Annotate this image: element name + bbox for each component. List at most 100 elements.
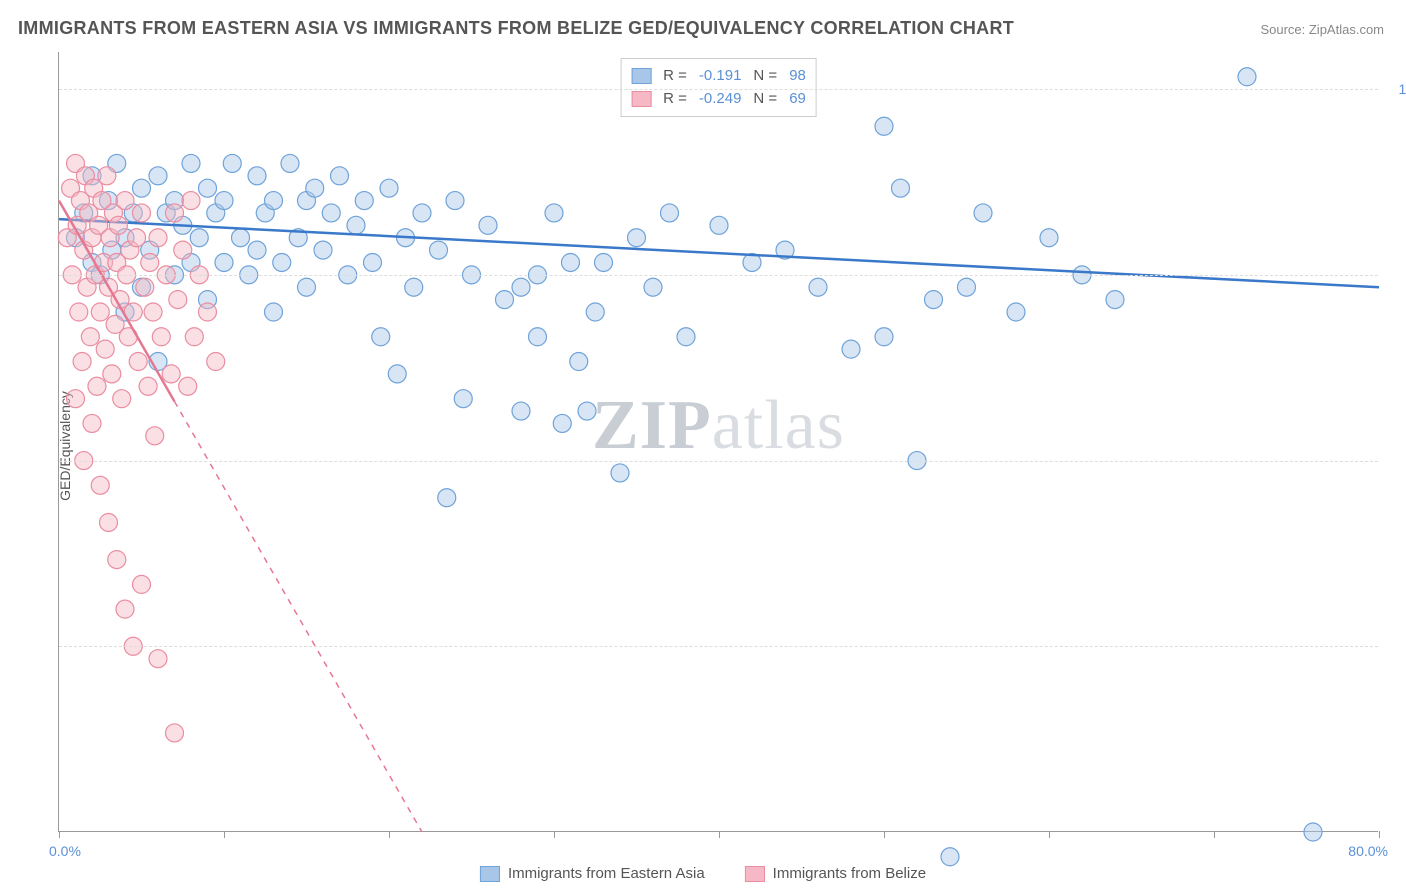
scatter-point [248, 167, 266, 185]
scatter-point [136, 278, 154, 296]
scatter-point [1238, 68, 1256, 86]
scatter-point [454, 390, 472, 408]
scatter-point [595, 253, 613, 271]
scatter-point [438, 489, 456, 507]
scatter-point [1106, 291, 1124, 309]
scatter-point [141, 253, 159, 271]
scatter-point [81, 328, 99, 346]
scatter-point [207, 353, 225, 371]
xtick [59, 831, 60, 838]
scatter-point [562, 253, 580, 271]
scatter-point [166, 204, 184, 222]
scatter-point [1040, 229, 1058, 247]
scatter-point [611, 464, 629, 482]
scatter-point [677, 328, 695, 346]
gridline [59, 275, 1378, 276]
gridline [59, 89, 1378, 90]
scatter-point [88, 377, 106, 395]
xtick [389, 831, 390, 838]
scatter-point [133, 575, 151, 593]
scatter-point [941, 848, 959, 866]
x-max-label: 80.0% [1348, 843, 1388, 859]
scatter-point [306, 179, 324, 197]
scatter-point [281, 154, 299, 172]
scatter-point [91, 476, 109, 494]
scatter-point [413, 204, 431, 222]
scatter-point [875, 328, 893, 346]
bottom-legend: Immigrants from Eastern Asia Immigrants f… [480, 865, 926, 882]
scatter-point [512, 278, 530, 296]
r-label: R = [663, 88, 687, 111]
scatter-point [388, 365, 406, 383]
source-label: Source: ZipAtlas.com [1260, 22, 1384, 37]
scatter-point [67, 390, 85, 408]
scatter-point [215, 253, 233, 271]
scatter-point [70, 303, 88, 321]
n-value: 98 [789, 65, 806, 88]
gridline [59, 646, 1378, 647]
ytick-label: 85.0% [1386, 267, 1406, 283]
ytick-label: 70.0% [1386, 453, 1406, 469]
r-label: R = [663, 65, 687, 88]
legend-swatch [631, 91, 651, 107]
scatter-point [570, 353, 588, 371]
stats-row: R =-0.249N =69 [631, 88, 806, 111]
scatter-point [149, 229, 167, 247]
xtick [224, 831, 225, 838]
ytick-label: 55.0% [1386, 638, 1406, 654]
legend-item: Immigrants from Eastern Asia [480, 865, 705, 882]
scatter-point [152, 328, 170, 346]
scatter-point [644, 278, 662, 296]
scatter-point [100, 513, 118, 531]
scatter-point [512, 402, 530, 420]
scatter-point [661, 204, 679, 222]
n-value: 69 [789, 88, 806, 111]
scatter-point [96, 340, 114, 358]
scatter-point [529, 328, 547, 346]
scatter-point [1007, 303, 1025, 321]
scatter-point [223, 154, 241, 172]
scatter-point [83, 414, 101, 432]
scatter-point [139, 377, 157, 395]
scatter-svg [59, 52, 1378, 831]
scatter-point [710, 216, 728, 234]
scatter-point [322, 204, 340, 222]
scatter-point [380, 179, 398, 197]
scatter-point [133, 179, 151, 197]
scatter-point [73, 353, 91, 371]
scatter-point [109, 216, 127, 234]
scatter-point [144, 303, 162, 321]
scatter-point [113, 390, 131, 408]
scatter-point [232, 229, 250, 247]
scatter-point [273, 253, 291, 271]
scatter-point [248, 241, 266, 259]
scatter-point [149, 650, 167, 668]
legend-swatch [480, 866, 500, 882]
legend-item: Immigrants from Belize [745, 865, 926, 882]
scatter-point [842, 340, 860, 358]
chart-title: IMMIGRANTS FROM EASTERN ASIA VS IMMIGRAN… [18, 18, 1014, 39]
scatter-point [103, 365, 121, 383]
xtick [1214, 831, 1215, 838]
scatter-point [578, 402, 596, 420]
stats-legend: R =-0.191N =98R =-0.249N =69 [620, 58, 817, 117]
scatter-point [586, 303, 604, 321]
scatter-point [179, 377, 197, 395]
scatter-point [355, 192, 373, 210]
n-label: N = [753, 65, 777, 88]
xtick [884, 831, 885, 838]
scatter-point [347, 216, 365, 234]
scatter-point [91, 303, 109, 321]
scatter-point [146, 427, 164, 445]
scatter-point [215, 192, 233, 210]
scatter-point [190, 229, 208, 247]
scatter-point [162, 365, 180, 383]
scatter-point [892, 179, 910, 197]
xtick [554, 831, 555, 838]
scatter-point [149, 167, 167, 185]
scatter-point [116, 192, 134, 210]
scatter-point [958, 278, 976, 296]
scatter-point [875, 117, 893, 135]
scatter-point [199, 179, 217, 197]
scatter-point [108, 551, 126, 569]
